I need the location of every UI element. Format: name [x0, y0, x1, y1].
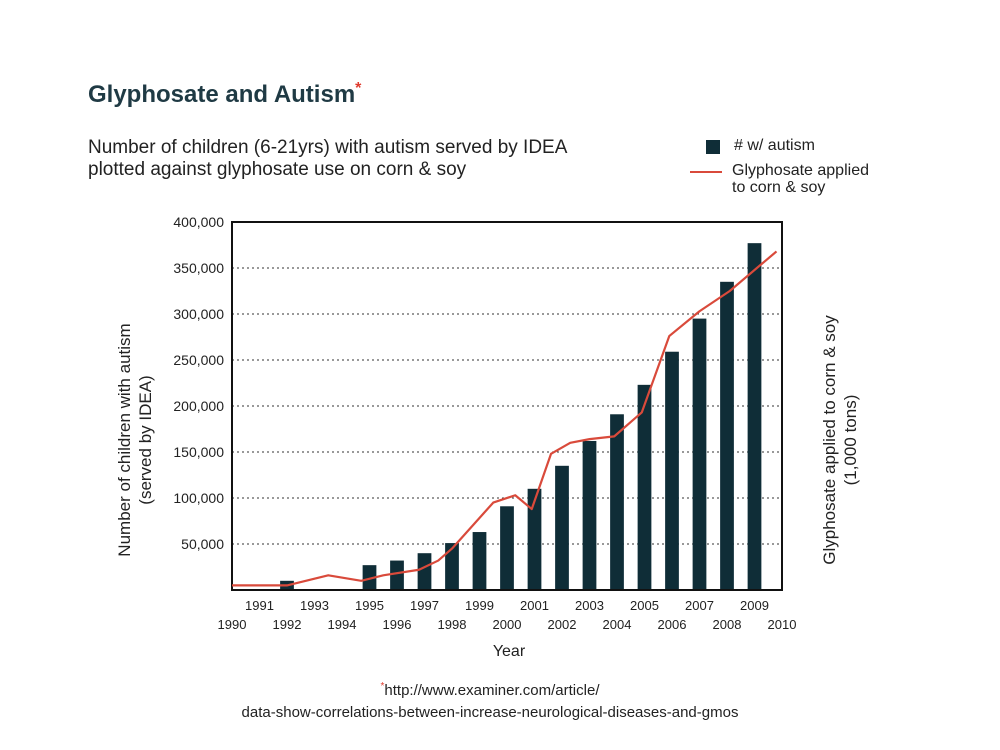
x-tick-label: 2000 [493, 617, 522, 632]
source-footnote-mark: * [380, 681, 385, 692]
source-citation: *http://www.examiner.com/article/ data-s… [0, 676, 980, 724]
bar [720, 281, 734, 590]
x-tick-label: 2002 [548, 617, 577, 632]
y-tick-label: 300,000 [173, 306, 224, 322]
legend-label-autism: # w/ autism [734, 137, 815, 154]
y-tick-label: 200,000 [173, 398, 224, 414]
bar [472, 532, 487, 590]
legend-item-autism: # w/ autism [690, 137, 904, 154]
chart-title: Glyphosate and Autism* [88, 80, 362, 108]
x-tick-label: 1999 [465, 598, 494, 613]
plot-frame [231, 221, 783, 591]
x-tick-label: 2010 [768, 617, 797, 632]
bar [527, 488, 542, 590]
legend-bar-swatch [706, 140, 720, 154]
y2-axis-label-sub: (1,000 tons) [841, 395, 860, 486]
bar [692, 318, 707, 590]
bar [637, 384, 652, 590]
x-axis-label: Year [493, 643, 526, 660]
bar [610, 414, 624, 590]
bar [582, 440, 597, 590]
bar [362, 565, 377, 590]
x-tick-label: 2005 [630, 598, 659, 613]
bar [417, 553, 432, 590]
y-tick-label: 50,000 [181, 536, 224, 552]
x-tick-label: 1993 [300, 598, 329, 613]
y2-axis-label: Glyphosate applied to corn & soy [820, 315, 839, 565]
x-tick-label: 1997 [410, 598, 439, 613]
x-tick-label: 1996 [383, 617, 412, 632]
subtitle-line: Number of children (6-21yrs) with autism… [88, 137, 568, 158]
x-tick-label: 2007 [685, 598, 714, 613]
x-tick-label: 2004 [603, 617, 632, 632]
x-tick-label: 2009 [740, 598, 769, 613]
y-tick-label: 100,000 [173, 490, 224, 506]
legend-line-swatch [690, 171, 722, 173]
y-axis-ticks: 50,000 100,000 150,000 200,000 250,000 300,00… [173, 214, 224, 552]
y-tick-label: 350,000 [173, 260, 224, 276]
y-tick-label: 400,000 [173, 214, 224, 230]
title-footnote-mark: * [355, 80, 362, 97]
legend-label-glyphosate: Glyphosate applied to corn & soy [732, 162, 902, 196]
legend-label-line1: Glyphosate applied [732, 162, 869, 179]
chart-subtitle: Number of children (6-21yrs) with autism… [88, 137, 688, 181]
x-tick-label: 1992 [273, 617, 302, 632]
source-url-line1[interactable]: http://www.examiner.com/article/ [384, 682, 600, 699]
x-tick-label: 2001 [520, 598, 549, 613]
glyphosate-line [232, 250, 778, 587]
source-url-line2[interactable]: data-show-correlations-between-increase-… [241, 704, 739, 721]
x-tick-label: 2006 [658, 617, 687, 632]
x-axis-ticks: 1991 1993 1995 1997 1999 2001 2003 2005 2007 2009… [218, 598, 797, 632]
bar [500, 506, 514, 590]
y-tick-label: 150,000 [173, 444, 224, 460]
bar [390, 560, 404, 590]
bar [445, 543, 459, 590]
line-series [232, 250, 778, 587]
x-tick-label: 1998 [438, 617, 467, 632]
y-axis-label-sub: (served by IDEA) [136, 375, 155, 504]
bar [747, 243, 762, 590]
x-tick-label: 2008 [713, 617, 742, 632]
legend: # w/ autism Glyphosate applied to corn &… [690, 137, 904, 204]
x-tick-label: 1995 [355, 598, 384, 613]
legend-label-line2: to corn & soy [732, 179, 826, 196]
y-axis-label: Number of children with autism [115, 323, 134, 556]
subtitle-line: plotted against glyphosate use on corn &… [88, 159, 467, 180]
legend-item-glyphosate: Glyphosate applied to corn & soy [690, 162, 904, 196]
bar-series [280, 243, 762, 590]
x-tick-label: 1994 [328, 617, 357, 632]
bar [555, 465, 569, 590]
x-tick-label: 1991 [245, 598, 274, 613]
x-tick-label: 1990 [218, 617, 247, 632]
x-tick-label: 2003 [575, 598, 604, 613]
y-tick-label: 250,000 [173, 352, 224, 368]
bar [665, 351, 679, 590]
